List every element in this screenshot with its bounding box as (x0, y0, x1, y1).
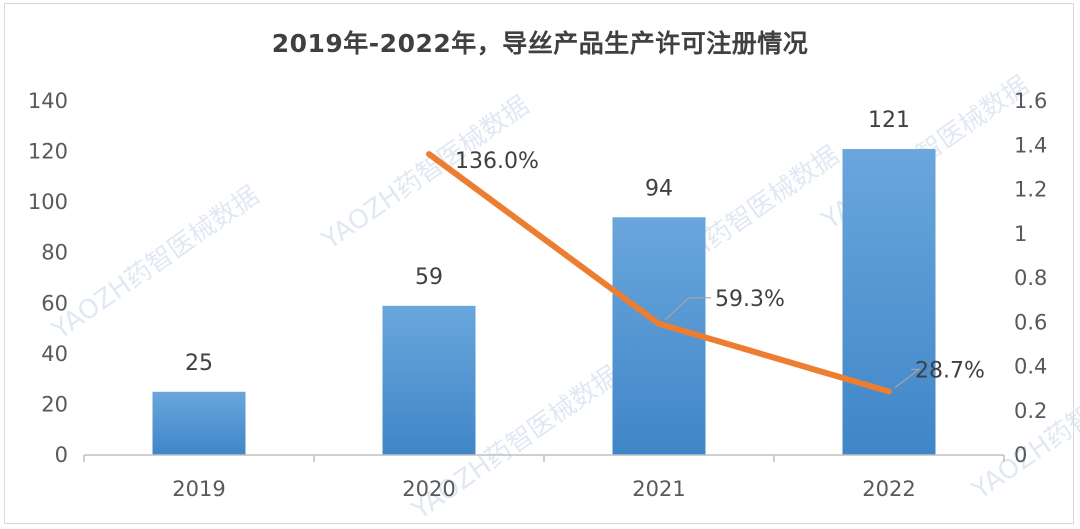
bar-value-label-2021: 94 (645, 176, 673, 201)
bar-2021 (612, 217, 706, 455)
chart-title: 2019年-2022年，导丝产品生产许可注册情况 (271, 29, 809, 58)
growth-line (426, 151, 892, 395)
y-right-tick-label: 0.6 (1014, 310, 1047, 334)
y-right-tick-label: 0 (1014, 443, 1027, 467)
y-left-tick-label: 20 (41, 392, 68, 416)
x-tick-label-2020: 2020 (402, 477, 455, 501)
y-right-tick-label: 0.4 (1014, 355, 1047, 379)
bar-2022 (842, 149, 936, 456)
y-right-tick-label: 0.8 (1014, 266, 1047, 290)
y-right-tick-label: 1.6 (1014, 89, 1047, 113)
bar-value-label-2019: 25 (185, 351, 213, 376)
line-label-leader-2022 (894, 368, 921, 388)
bar-value-label-2022: 121 (868, 108, 910, 133)
data-labels: 25 59 94 121 136.0% 59.3% 28.7% (185, 108, 985, 388)
line-value-label-2020: 136.0% (455, 149, 539, 174)
y-right-tick-label: 1.2 (1014, 178, 1047, 202)
y-right-tick-label: 1.4 (1014, 133, 1047, 157)
x-tick-label-2021: 2021 (632, 477, 685, 501)
y-left-tick-label: 80 (41, 241, 68, 265)
bar-value-label-2020: 59 (415, 265, 443, 290)
y-left-tick-label: 0 (55, 443, 68, 467)
y-right-tick-label: 0.2 (1014, 399, 1047, 423)
x-tick-label-2019: 2019 (172, 477, 225, 501)
x-tick-label-2022: 2022 (862, 477, 915, 501)
y-left-tick-label: 60 (41, 291, 68, 315)
line-label-leader-2021 (664, 297, 711, 321)
line-value-label-2021: 59.3% (715, 287, 785, 312)
y-left-tick-label: 100 (28, 190, 68, 214)
line-value-label-2022: 28.7% (915, 359, 985, 384)
y-left-tick-label: 40 (41, 342, 68, 366)
bar-2019 (152, 391, 246, 455)
line-series (426, 151, 892, 395)
y-left-tick-label: 140 (28, 89, 68, 113)
bar-2020 (382, 305, 476, 455)
bar-series (152, 149, 936, 456)
axes: 2019 2020 2021 2022 0 20 40 60 80 100 120 140 0 0.2 0.… (28, 89, 1048, 501)
y-right-tick-label: 1 (1014, 222, 1027, 246)
y-left-tick-label: 120 (28, 140, 68, 164)
watermark-text: YAOZH药智医械数据 (46, 181, 265, 347)
